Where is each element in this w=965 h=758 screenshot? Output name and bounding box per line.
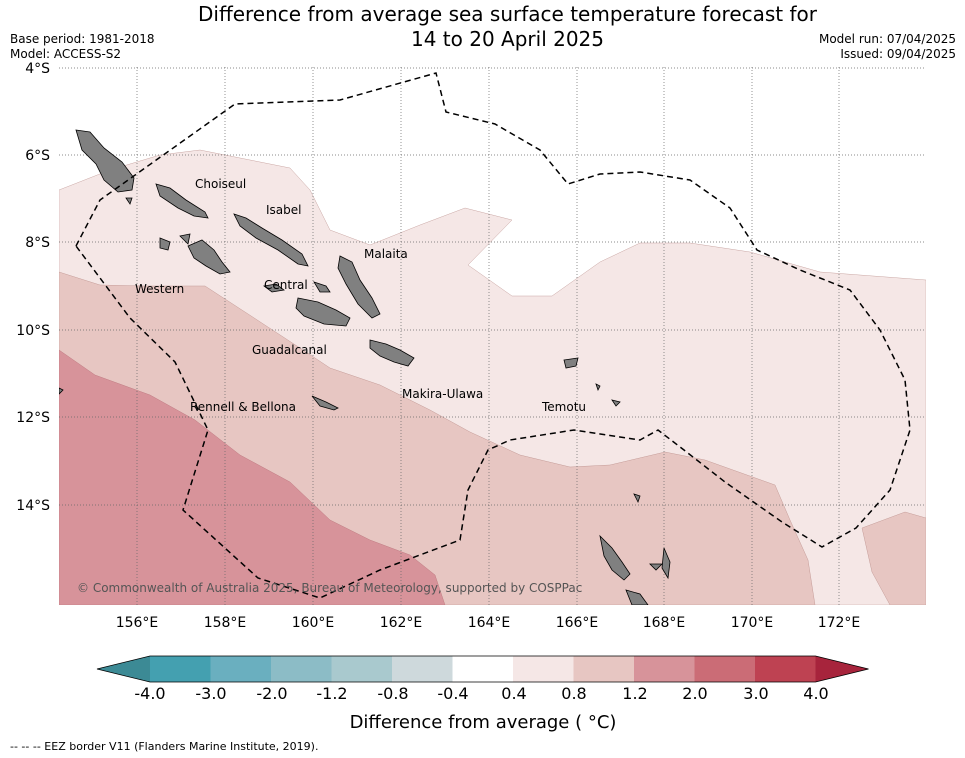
colorbar-segment	[210, 656, 272, 682]
label-western: Western	[135, 282, 184, 296]
issued-date: Issued: 09/04/2025	[840, 47, 956, 61]
label-central: Central	[264, 278, 308, 292]
title-line-1: Difference from average sea surface temp…	[197, 2, 817, 26]
colorbar-label: Difference from average ( °C)	[350, 712, 617, 733]
colorbar-tick: 3.0	[743, 684, 768, 703]
lat-label: 12°S	[16, 410, 50, 426]
colorbar-segment	[694, 656, 756, 682]
colorbar-segment	[634, 656, 695, 682]
small-island-3	[633, 493, 641, 504]
nggela-island	[313, 281, 331, 293]
region-labels: Choiseul Isabel Malaita Western Central …	[135, 177, 586, 414]
label-makira-ulawa: Makira-Ulawa	[402, 387, 483, 401]
lat-label: 14°S	[16, 498, 50, 514]
small-island-7	[59, 387, 64, 395]
russell-islands	[263, 283, 285, 293]
colorbar-tick: -4.0	[134, 684, 165, 703]
malaita-island	[337, 255, 381, 319]
model-name: Model: ACCESS-S2	[10, 47, 122, 61]
lon-label: 172°E	[818, 615, 861, 631]
lon-labels: 156°E 158°E 160°E 162°E 164°E 166°E 168°…	[116, 615, 861, 631]
base-period: Base period: 1981-2018	[10, 32, 155, 46]
lon-label: 156°E	[116, 615, 159, 631]
choiseul-island	[155, 183, 209, 219]
eez-legend: -- -- -- EEZ border V11 (Flanders Marine…	[10, 740, 319, 753]
colorbar-tick: 0.4	[501, 684, 526, 703]
colorbar-segment	[755, 656, 816, 682]
lat-labels: 4°S 6°S 8°S 10°S 12°S 14°S	[16, 61, 50, 514]
lon-label: 158°E	[204, 615, 247, 631]
lon-label: 164°E	[468, 615, 511, 631]
colorbar-tick-labels: -4.0 -3.0 -2.0 -1.2 -0.8 -0.4 0.4 0.8 1.…	[134, 684, 828, 703]
guadalcanal-island	[295, 297, 351, 327]
small-island-2	[611, 399, 621, 407]
chart-title: Difference from average sea surface temp…	[0, 2, 965, 52]
anomaly-band-0-8-east	[861, 511, 926, 605]
label-isabel: Isabel	[266, 203, 301, 217]
vanua-lava-island	[599, 534, 631, 581]
colorbar-tick: 1.2	[622, 684, 647, 703]
colorbar-segment	[331, 656, 393, 682]
meta-left: Base period: 1981-2018 Model: ACCESS-S2	[10, 32, 155, 62]
colorbar-tick: -3.0	[195, 684, 226, 703]
maewo-island	[661, 547, 671, 580]
lat-label: 6°S	[25, 148, 50, 164]
eez-border	[75, 72, 911, 599]
makira-island	[369, 339, 415, 367]
colorbar-outline	[96, 655, 869, 683]
colorbar-tick: 0.8	[561, 684, 586, 703]
small-island-6	[179, 233, 191, 245]
colorbar-segment	[452, 656, 514, 682]
map-area: Choiseul Isabel Malaita Western Central …	[59, 67, 926, 605]
vella-lavella-island	[159, 237, 171, 251]
espiritu-santo-island	[625, 589, 649, 605]
lon-label: 168°E	[643, 615, 686, 631]
colorbar-extend-high	[815, 656, 869, 682]
lon-label: 166°E	[556, 615, 599, 631]
label-temotu: Temotu	[541, 400, 586, 414]
model-run: Model run: 07/04/2025	[818, 32, 956, 46]
land-masses	[59, 129, 671, 605]
copyright-text: © Commonwealth of Australia 2025, Bureau…	[77, 581, 582, 595]
colorbar-segment	[513, 656, 574, 682]
lat-label: 10°S	[16, 323, 50, 339]
title-line-2: 14 to 20 April 2025	[410, 27, 605, 51]
colorbar-segment	[392, 656, 453, 682]
colorbar-tick: 2.0	[682, 684, 707, 703]
colorbar	[96, 655, 869, 683]
santa-cruz-island	[563, 357, 579, 369]
rennell-island	[311, 395, 339, 411]
anomaly-band-1-2	[59, 349, 446, 605]
small-island-1	[595, 383, 601, 392]
colorbar-tick: -0.8	[377, 684, 408, 703]
lat-label: 8°S	[25, 235, 50, 251]
label-guadalcanal: Guadalcanal	[252, 343, 327, 357]
lon-label: 162°E	[380, 615, 423, 631]
isabel-island	[233, 213, 309, 267]
label-malaita: Malaita	[364, 247, 408, 261]
colorbar-tick: 4.0	[803, 684, 828, 703]
colorbar-segment	[271, 656, 332, 682]
lon-label: 160°E	[292, 615, 335, 631]
lat-label: 4°S	[25, 61, 50, 77]
colorbar-tick: -1.2	[316, 684, 347, 703]
colorbar-tick: -0.4	[437, 684, 468, 703]
meta-right: Model run: 07/04/2025 Issued: 09/04/2025	[819, 32, 956, 62]
bougainville-island	[75, 129, 135, 193]
new-georgia-island	[187, 239, 231, 275]
small-island-5	[125, 197, 133, 205]
colorbar-extend-low	[97, 656, 150, 682]
colorbar-segment	[573, 656, 635, 682]
label-rennell-bellona: Rennell & Bellona	[190, 400, 296, 414]
colorbar-segment	[150, 656, 211, 682]
lon-label: 170°E	[731, 615, 774, 631]
label-choiseul: Choiseul	[195, 177, 246, 191]
small-island-4	[649, 563, 663, 571]
colorbar-tick: -2.0	[256, 684, 287, 703]
